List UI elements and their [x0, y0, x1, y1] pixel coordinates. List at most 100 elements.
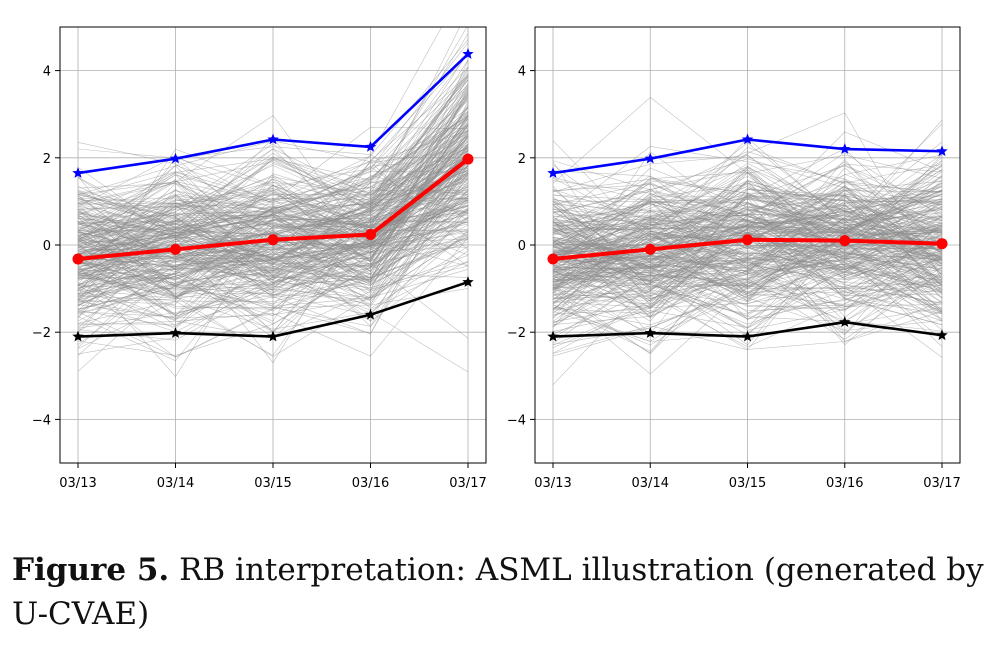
sample-path — [77, 67, 469, 264]
sample-path — [77, 159, 469, 229]
sample-path — [77, 111, 469, 305]
sample-path — [77, 160, 469, 262]
point-upper — [364, 140, 377, 152]
sample-path — [552, 257, 943, 331]
point-upper — [72, 167, 84, 178]
sample-path — [77, 115, 469, 247]
sample-path — [552, 211, 943, 286]
sample-path — [552, 123, 943, 221]
point-mean — [742, 234, 753, 246]
sample-path — [552, 220, 943, 255]
point-lower — [267, 330, 279, 342]
tick-labels: 03/13 03/14 03/15 03/16 03/17 −4 −2 0 2 4 — [507, 65, 961, 491]
sample-path — [552, 207, 943, 270]
chart-panel-1: 03/13 03/14 03/15 03/16 03/17 −4 −2 0 2 4 — [32, 26, 487, 491]
sample-path — [77, 27, 468, 249]
sample-path — [552, 228, 943, 346]
sample-path — [77, 118, 469, 263]
sample-path — [77, 80, 469, 229]
y-tick-label: 0 — [518, 239, 526, 254]
y-tick-label: −2 — [32, 326, 51, 341]
figure-caption: Figure 5. RB interpretation: ASML illust… — [12, 548, 992, 636]
point-lower — [364, 308, 377, 320]
tick-labels: 03/13 03/14 03/15 03/16 03/17 −4 −2 0 2 4 — [32, 65, 487, 491]
point-upper — [741, 133, 754, 145]
sample-path — [552, 243, 943, 325]
sample-path — [552, 263, 943, 302]
sample-path — [552, 252, 943, 297]
sample-path — [552, 263, 943, 375]
sample-path — [77, 274, 469, 324]
point-lower — [644, 327, 656, 338]
x-tick-label: 03/15 — [254, 476, 291, 491]
x-tick-label: 03/17 — [923, 476, 960, 491]
sample-path — [552, 161, 943, 307]
sample-path — [77, 75, 469, 240]
point-mean — [644, 243, 656, 255]
point-mean — [462, 153, 474, 165]
sample-path — [552, 230, 943, 358]
sample-path — [77, 214, 469, 261]
sample-path — [552, 222, 943, 312]
sample-path — [552, 255, 943, 307]
x-tick-label: 03/13 — [59, 476, 96, 491]
sample-path — [552, 158, 943, 205]
sample-path — [77, 149, 469, 335]
sample-path — [77, 113, 469, 237]
series-upper — [72, 48, 474, 178]
sample-path — [552, 193, 943, 263]
point-mean — [839, 235, 851, 247]
sample-path — [77, 219, 469, 356]
point-upper — [644, 152, 656, 164]
point-mean — [267, 234, 279, 246]
sample-path — [552, 189, 943, 270]
sample-path — [77, 149, 469, 284]
sample-paths — [552, 97, 943, 386]
sample-path — [552, 148, 943, 274]
sample-path — [552, 171, 943, 300]
point-upper — [547, 167, 559, 178]
sample-path — [77, 158, 469, 264]
sample-path — [77, 221, 469, 372]
sample-path — [552, 204, 943, 340]
series-mean — [72, 153, 474, 265]
sample-path — [552, 243, 943, 285]
chart-panel-2: 03/13 03/14 03/15 03/16 03/17 −4 −2 0 2 4 — [507, 26, 961, 491]
sample-path — [77, 161, 469, 341]
sample-path — [77, 105, 469, 284]
sample-path — [552, 170, 943, 257]
point-mean — [365, 229, 376, 241]
sample-path — [77, 130, 469, 281]
sample-path — [77, 222, 469, 251]
point-upper — [462, 48, 474, 59]
sample-path — [77, 60, 469, 224]
x-tick-label: 03/13 — [534, 476, 571, 491]
x-tick-label: 03/16 — [352, 476, 389, 491]
sample-path — [552, 215, 943, 277]
sample-path — [77, 133, 469, 201]
sample-path — [77, 156, 469, 315]
sample-path — [552, 217, 943, 313]
sample-path — [77, 94, 469, 237]
sample-path — [77, 200, 469, 299]
sample-path — [552, 119, 943, 231]
sample-path — [552, 171, 943, 305]
point-lower — [741, 330, 754, 342]
sample-path — [77, 148, 469, 317]
y-tick-label: 4 — [518, 65, 526, 80]
sample-path — [552, 197, 943, 304]
sample-path — [77, 169, 469, 231]
point-lower — [169, 327, 182, 338]
sample-path — [552, 158, 943, 276]
sample-paths — [77, 27, 469, 378]
sample-path — [552, 181, 943, 259]
point-lower — [462, 276, 474, 287]
sample-path — [552, 252, 943, 315]
caption-text: RB interpretation: ASML illustration (ge… — [12, 552, 984, 632]
point-lower — [936, 329, 948, 341]
sample-path — [77, 143, 469, 357]
sample-path — [552, 210, 943, 278]
sample-path — [552, 197, 943, 250]
sample-path — [552, 161, 943, 249]
sample-path — [552, 97, 943, 184]
